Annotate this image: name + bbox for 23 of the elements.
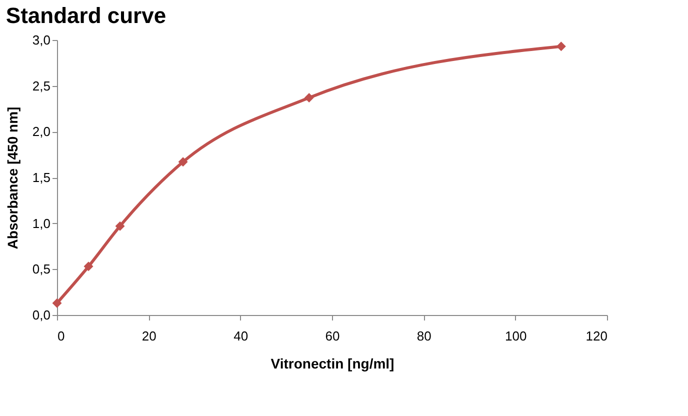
- y-axis-title: Absorbance [450 nm]: [4, 106, 20, 250]
- x-tick-label: 100: [504, 328, 527, 344]
- y-tick-label: 0,5: [32, 262, 50, 277]
- y-tick-label: 1,5: [32, 170, 50, 185]
- x-tick-label: 80: [416, 328, 432, 344]
- x-tick-label: 120: [586, 328, 608, 344]
- point: [556, 42, 566, 52]
- point: [115, 221, 125, 231]
- y-tick-label: 1,0: [32, 216, 50, 231]
- y-tick-label: 3,0: [32, 32, 50, 48]
- y-tick-label: 0,0: [32, 308, 50, 322]
- point: [304, 93, 314, 102]
- chart-title: Standard curve: [6, 3, 166, 28]
- point: [178, 157, 188, 167]
- y-tick-label: 2,5: [32, 78, 50, 94]
- x-tick-label: 40: [234, 328, 248, 344]
- x-tick-label: 20: [142, 328, 156, 344]
- point: [52, 298, 62, 308]
- point: [84, 262, 94, 272]
- x-tick-label: 0: [58, 328, 65, 344]
- y-tick-label: 2,0: [32, 124, 50, 140]
- x-axis-title: Vitronectin [ng/ml]: [270, 356, 394, 372]
- x-tick-label: 60: [325, 328, 340, 344]
